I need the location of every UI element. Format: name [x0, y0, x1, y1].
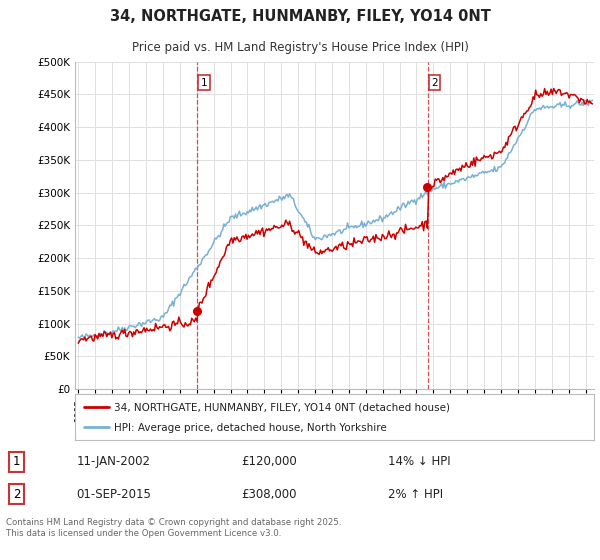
Text: 1: 1 [13, 455, 20, 468]
Text: £308,000: £308,000 [241, 488, 297, 501]
Text: 14% ↓ HPI: 14% ↓ HPI [388, 455, 451, 468]
Text: 2: 2 [431, 78, 438, 87]
Text: Contains HM Land Registry data © Crown copyright and database right 2025.
This d: Contains HM Land Registry data © Crown c… [6, 519, 341, 538]
Text: 01-SEP-2015: 01-SEP-2015 [77, 488, 151, 501]
Text: HPI: Average price, detached house, North Yorkshire: HPI: Average price, detached house, Nort… [114, 423, 386, 433]
Text: £120,000: £120,000 [241, 455, 297, 468]
Text: 34, NORTHGATE, HUNMANBY, FILEY, YO14 0NT: 34, NORTHGATE, HUNMANBY, FILEY, YO14 0NT [110, 9, 490, 24]
Text: 2: 2 [13, 488, 20, 501]
Text: 1: 1 [201, 78, 208, 87]
Text: 11-JAN-2002: 11-JAN-2002 [77, 455, 151, 468]
Text: 34, NORTHGATE, HUNMANBY, FILEY, YO14 0NT (detached house): 34, NORTHGATE, HUNMANBY, FILEY, YO14 0NT… [114, 403, 450, 413]
Text: Price paid vs. HM Land Registry's House Price Index (HPI): Price paid vs. HM Land Registry's House … [131, 41, 469, 54]
Text: 2% ↑ HPI: 2% ↑ HPI [388, 488, 443, 501]
